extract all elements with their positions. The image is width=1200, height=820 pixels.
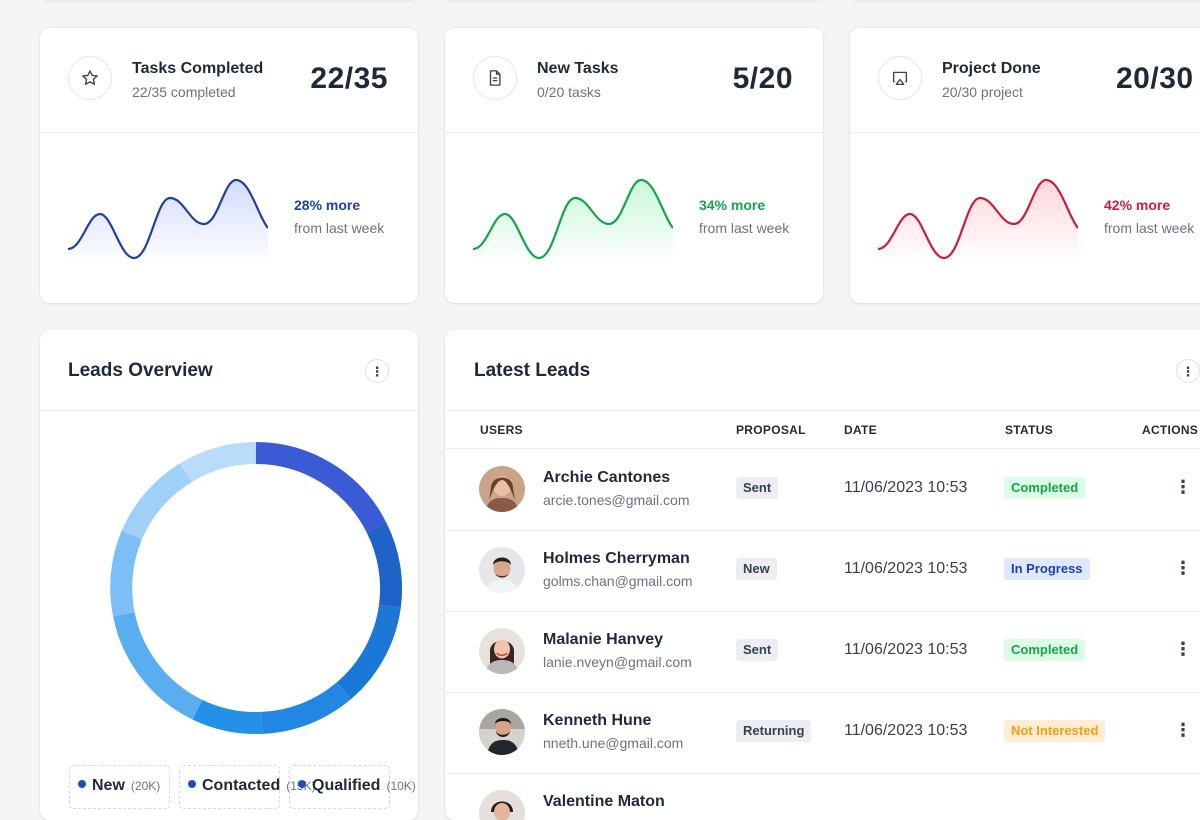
stat-card-project-done: Project Done 20/30 project 20/30 42% mor… — [850, 28, 1200, 303]
stat-change-percent: 34% more — [699, 197, 766, 213]
lead-date: 11/06/2023 10:53 — [844, 479, 968, 496]
leads-overview-card: Leads Overview ⋮ New (20K) Contacted (15… — [40, 330, 418, 820]
avatar — [479, 628, 525, 674]
leads-donut-chart — [110, 442, 403, 734]
legend-item-contacted[interactable]: Contacted (15K) — [188, 777, 316, 795]
panel-title: Latest Leads — [474, 360, 591, 381]
table-row[interactable]: Kenneth Hune nneth.une@gmail.com Returni… — [445, 692, 1200, 774]
status-badge: Not Interested — [1004, 720, 1106, 742]
more-vertical-icon[interactable]: ⋮ — [1174, 720, 1192, 740]
sparkline-chart — [473, 178, 673, 264]
stat-change-caption: from last week — [1104, 220, 1195, 236]
more-vertical-icon[interactable]: ⋮ — [1174, 639, 1192, 659]
stat-title: Project Done — [942, 60, 1041, 77]
legend-label: Qualified — [312, 777, 381, 794]
lead-name: Holmes Cherryman — [543, 550, 690, 567]
lead-date: 11/06/2023 10:53 — [844, 641, 968, 658]
stat-change-caption: from last week — [699, 220, 790, 236]
panel-header: Leads Overview ⋮ — [40, 330, 418, 411]
more-vertical-icon[interactable]: ⋮ — [1174, 558, 1192, 578]
avatar — [479, 709, 525, 755]
star-icon — [68, 56, 112, 100]
table-row[interactable]: Valentine Maton — [445, 773, 1200, 820]
legend-count: (20K) — [130, 779, 161, 793]
legend-count: (10K) — [386, 779, 416, 793]
stat-card-new-tasks: New Tasks 0/20 tasks 5/20 34% more from … — [445, 28, 823, 303]
avatar — [479, 547, 525, 593]
donut-segment — [192, 699, 263, 734]
lead-email: lanie.nveyn@gmail.com — [543, 654, 692, 670]
legend-dot-icon — [78, 780, 86, 788]
document-icon — [473, 56, 517, 100]
more-vertical-icon[interactable]: ⋮ — [1176, 359, 1200, 383]
donut-segment — [113, 612, 203, 720]
lead-email: arcie.tones@gmail.com — [543, 492, 690, 508]
stat-change-caption: from last week — [294, 220, 385, 236]
donut-segment — [180, 442, 257, 483]
legend-label: Contacted — [202, 777, 281, 794]
table-row[interactable]: Holmes Cherryman golms.chan@gmail.com Ne… — [445, 530, 1200, 612]
avatar — [479, 466, 525, 512]
avatar — [479, 790, 525, 820]
status-badge: Completed — [1004, 639, 1086, 661]
proposal-badge: Sent — [736, 477, 779, 499]
donut-segment — [366, 522, 403, 608]
more-vertical-icon[interactable]: ⋮ — [1174, 477, 1192, 497]
stat-subtitle: 22/35 completed — [132, 84, 236, 100]
status-badge: Completed — [1004, 477, 1086, 499]
lead-name: Malanie Hanvey — [543, 631, 664, 648]
stat-value: 20/30 — [1116, 62, 1194, 95]
stat-card-tasks-completed: Tasks Completed 22/35 completed 22/35 28… — [40, 28, 418, 303]
lead-name: Kenneth Hune — [543, 712, 652, 729]
panel-title: Leads Overview — [68, 360, 213, 381]
stat-title: New Tasks — [537, 60, 619, 77]
lead-email: golms.chan@gmail.com — [543, 573, 693, 589]
column-header-actions[interactable]: ACTIONS — [1142, 423, 1199, 437]
stat-card-header: Project Done 20/30 project 20/30 — [850, 28, 1200, 133]
column-header-status[interactable]: STATUS — [1005, 423, 1054, 437]
column-header-users[interactable]: USERS — [480, 423, 523, 437]
sparkline-chart — [878, 178, 1078, 264]
legend-label: New — [92, 777, 125, 794]
column-header-date[interactable]: DATE — [844, 423, 877, 437]
stat-subtitle: 20/30 project — [942, 84, 1023, 100]
column-header-proposal[interactable]: PROPOSAL — [736, 423, 806, 437]
lead-email: nneth.une@gmail.com — [543, 735, 684, 751]
lead-date: 11/06/2023 10:53 — [844, 560, 968, 577]
airplay-icon — [878, 56, 922, 100]
legend-item-new[interactable]: New (20K) — [78, 777, 160, 795]
more-vertical-icon[interactable]: ⋮ — [365, 359, 389, 383]
sparkline-chart — [68, 178, 268, 264]
donut-segment — [336, 604, 401, 700]
legend-dot-icon — [188, 780, 196, 788]
stat-card-header: New Tasks 0/20 tasks 5/20 — [445, 28, 823, 133]
stat-change-percent: 42% more — [1104, 197, 1171, 213]
legend-dot-icon — [298, 780, 306, 788]
proposal-badge: Returning — [736, 720, 812, 742]
stat-subtitle: 0/20 tasks — [537, 84, 601, 100]
table-row[interactable]: Malanie Hanvey lanie.nveyn@gmail.com Sen… — [445, 611, 1200, 693]
legend-item-qualified[interactable]: Qualified (10K) — [298, 777, 416, 795]
status-badge: In Progress — [1004, 558, 1090, 580]
donut-segment — [121, 463, 192, 540]
latest-leads-card: Latest Leads ⋮ USERS PROPOSAL DATE STATU… — [445, 330, 1200, 820]
proposal-badge: Sent — [736, 639, 779, 661]
lead-name: Archie Cantones — [543, 469, 671, 486]
stat-title: Tasks Completed — [132, 60, 264, 77]
panel-header: Latest Leads ⋮ — [445, 330, 1200, 411]
stat-card-header: Tasks Completed 22/35 completed 22/35 — [40, 28, 418, 133]
lead-name: Valentine Maton — [543, 793, 665, 810]
donut-segment — [261, 682, 351, 734]
proposal-badge: New — [736, 558, 777, 580]
stat-value: 22/35 — [310, 62, 388, 95]
stat-change-percent: 28% more — [294, 197, 361, 213]
table-row[interactable]: Archie Cantones arcie.tones@gmail.com Se… — [445, 449, 1200, 531]
stat-value: 5/20 — [732, 62, 793, 95]
lead-date: 11/06/2023 10:53 — [844, 722, 968, 739]
table-header — [445, 410, 1200, 449]
donut-segment — [255, 442, 387, 533]
donut-segment — [110, 530, 143, 617]
